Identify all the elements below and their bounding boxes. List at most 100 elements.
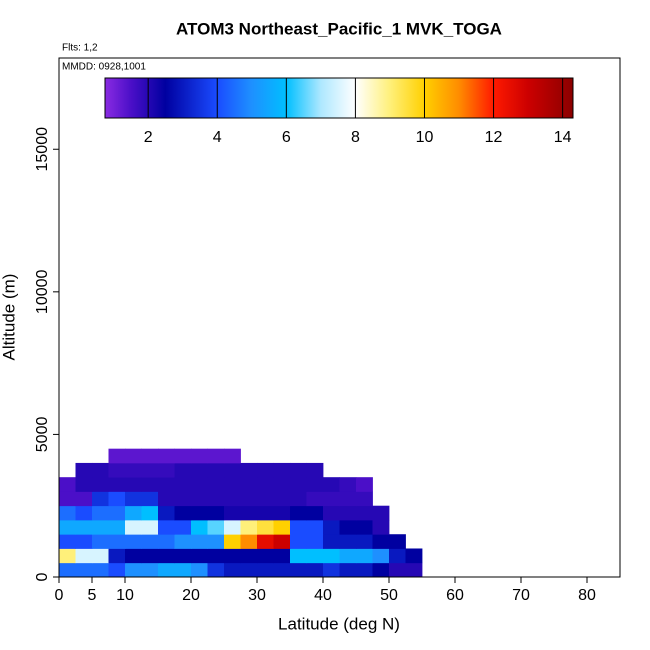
heat-cell	[224, 505, 241, 521]
heat-cell	[207, 548, 225, 564]
heat-cell	[224, 462, 241, 478]
heat-cell	[224, 562, 241, 578]
x-tick-label: 50	[380, 587, 398, 604]
heat-cell	[125, 519, 142, 535]
heat-cell	[75, 477, 93, 492]
heat-cell	[257, 562, 274, 578]
x-tick-label: 70	[512, 587, 530, 604]
heat-cell	[207, 462, 225, 478]
heat-cell	[92, 534, 109, 549]
heat-cell	[207, 562, 225, 578]
heat-cell	[108, 505, 126, 521]
heat-cell	[174, 548, 192, 564]
heat-cell	[207, 491, 225, 507]
heat-cell	[356, 562, 373, 578]
heat-cell	[75, 562, 93, 578]
heat-cell	[306, 548, 324, 564]
x-tick-label: 20	[182, 587, 200, 604]
heat-cell	[125, 505, 142, 521]
heat-cell	[125, 448, 142, 464]
heat-cell	[257, 505, 274, 521]
heat-cell	[372, 519, 390, 535]
heat-cell	[92, 505, 109, 521]
heat-cell	[405, 562, 423, 578]
heat-cell	[92, 477, 109, 492]
heat-cell	[174, 562, 192, 578]
heat-cell	[290, 505, 307, 521]
heat-cell	[273, 462, 291, 478]
heat-cell	[158, 534, 175, 549]
heat-cell	[141, 505, 159, 521]
colorbar-tick-label: 4	[213, 129, 222, 146]
heat-cell	[92, 462, 109, 478]
heat-cell	[224, 534, 241, 549]
heat-cell	[224, 477, 241, 492]
heat-cell	[290, 491, 307, 507]
heat-cell	[158, 519, 175, 535]
heat-cell	[59, 562, 76, 578]
heat-cell	[339, 477, 357, 492]
heat-cell	[158, 548, 175, 564]
heat-cell	[92, 548, 109, 564]
heat-cell	[141, 491, 159, 507]
heat-cell	[257, 477, 274, 492]
x-tick-label: 30	[248, 587, 266, 604]
heat-cell	[389, 562, 406, 578]
heatmap	[59, 448, 423, 578]
heat-cell	[356, 505, 373, 521]
heat-cell	[372, 548, 390, 564]
y-tick-label: 15000	[34, 127, 51, 172]
heat-cell	[224, 519, 241, 535]
heat-cell	[240, 519, 258, 535]
heat-cell	[339, 562, 357, 578]
heat-cell	[273, 534, 291, 549]
x-tick-label: 60	[446, 587, 464, 604]
annotation: Flts: 1,2	[62, 43, 98, 54]
heat-cell	[158, 462, 175, 478]
colorbar-tick-label: 2	[144, 129, 153, 146]
heat-cell	[257, 462, 274, 478]
heat-cell	[356, 491, 373, 507]
heat-cell	[59, 519, 76, 535]
heat-cell	[108, 534, 126, 549]
heat-cell	[174, 534, 192, 549]
heat-cell	[191, 477, 208, 492]
heat-cell	[356, 477, 373, 492]
heat-cell	[92, 491, 109, 507]
heat-cell	[356, 534, 373, 549]
x-tick-label: 80	[578, 587, 596, 604]
heat-cell	[158, 491, 175, 507]
heat-cell	[108, 491, 126, 507]
plot-frame	[58, 57, 621, 578]
heat-cell	[108, 548, 126, 564]
heat-cell	[59, 491, 76, 507]
heat-cell	[191, 505, 208, 521]
y-tick-label: 10000	[34, 269, 51, 314]
heat-cell	[290, 462, 307, 478]
heat-cell	[323, 548, 340, 564]
heat-cell	[125, 534, 142, 549]
heat-cell	[158, 505, 175, 521]
heat-cell	[257, 534, 274, 549]
colorbar-tick-label: 6	[282, 129, 291, 146]
heat-cell	[125, 562, 142, 578]
heat-cell	[191, 562, 208, 578]
heat-cell	[224, 448, 241, 464]
heat-cell	[306, 534, 324, 549]
heat-cell	[158, 448, 175, 464]
heat-cell	[356, 548, 373, 564]
heat-cell	[339, 534, 357, 549]
heat-cell	[240, 534, 258, 549]
heat-cell	[240, 491, 258, 507]
heat-cell	[273, 548, 291, 564]
heat-cell	[108, 448, 126, 464]
heat-cell	[224, 548, 241, 564]
heat-cell	[75, 534, 93, 549]
y-tick-label: 0	[34, 572, 51, 581]
chart-title: ATOM3 Northeast_Pacific_1 MVK_TOGA	[176, 19, 502, 38]
heat-cell	[207, 477, 225, 492]
heat-cell	[339, 491, 357, 507]
heat-cell	[141, 462, 159, 478]
heat-cell	[339, 505, 357, 521]
heat-cell	[158, 562, 175, 578]
